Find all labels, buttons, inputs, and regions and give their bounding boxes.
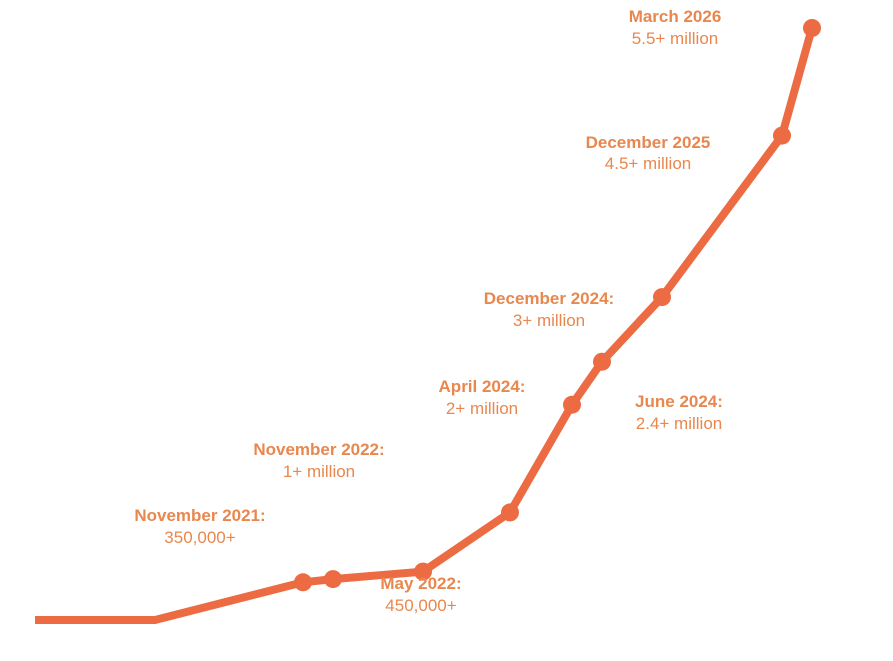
milestone-date-label: November 2021: (134, 506, 265, 525)
milestone-date-label: March 2026 (629, 7, 722, 26)
data-point (773, 126, 791, 145)
milestone-value-label: 2+ million (446, 399, 518, 418)
milestone-value-label: 4.5+ million (605, 154, 691, 173)
milestone-value-label: 3+ million (513, 311, 585, 330)
data-point (593, 352, 611, 371)
milestone-value-label: 350,000+ (164, 528, 235, 547)
milestone-value-label: 450,000+ (385, 596, 456, 615)
data-point (803, 19, 821, 37)
milestone-date-label: November 2022: (253, 440, 384, 459)
milestone-date-label: June 2024: (635, 392, 723, 411)
series-line (35, 26, 816, 624)
data-point (414, 562, 432, 581)
data-point (653, 288, 671, 307)
data-point (294, 573, 312, 592)
milestone-date-label: April 2024: (439, 377, 526, 396)
milestone-date-label: December 2025 (586, 133, 711, 152)
milestone-value-label: 5.5+ million (632, 29, 718, 48)
milestone-value-label: 2.4+ million (636, 414, 722, 433)
data-point (563, 395, 581, 414)
milestone-value-label: 1+ million (283, 462, 355, 481)
data-point (324, 570, 342, 589)
milestone-date-label: May 2022: (380, 574, 461, 593)
milestone-date-label: December 2024: (484, 289, 614, 308)
data-point (501, 503, 519, 522)
